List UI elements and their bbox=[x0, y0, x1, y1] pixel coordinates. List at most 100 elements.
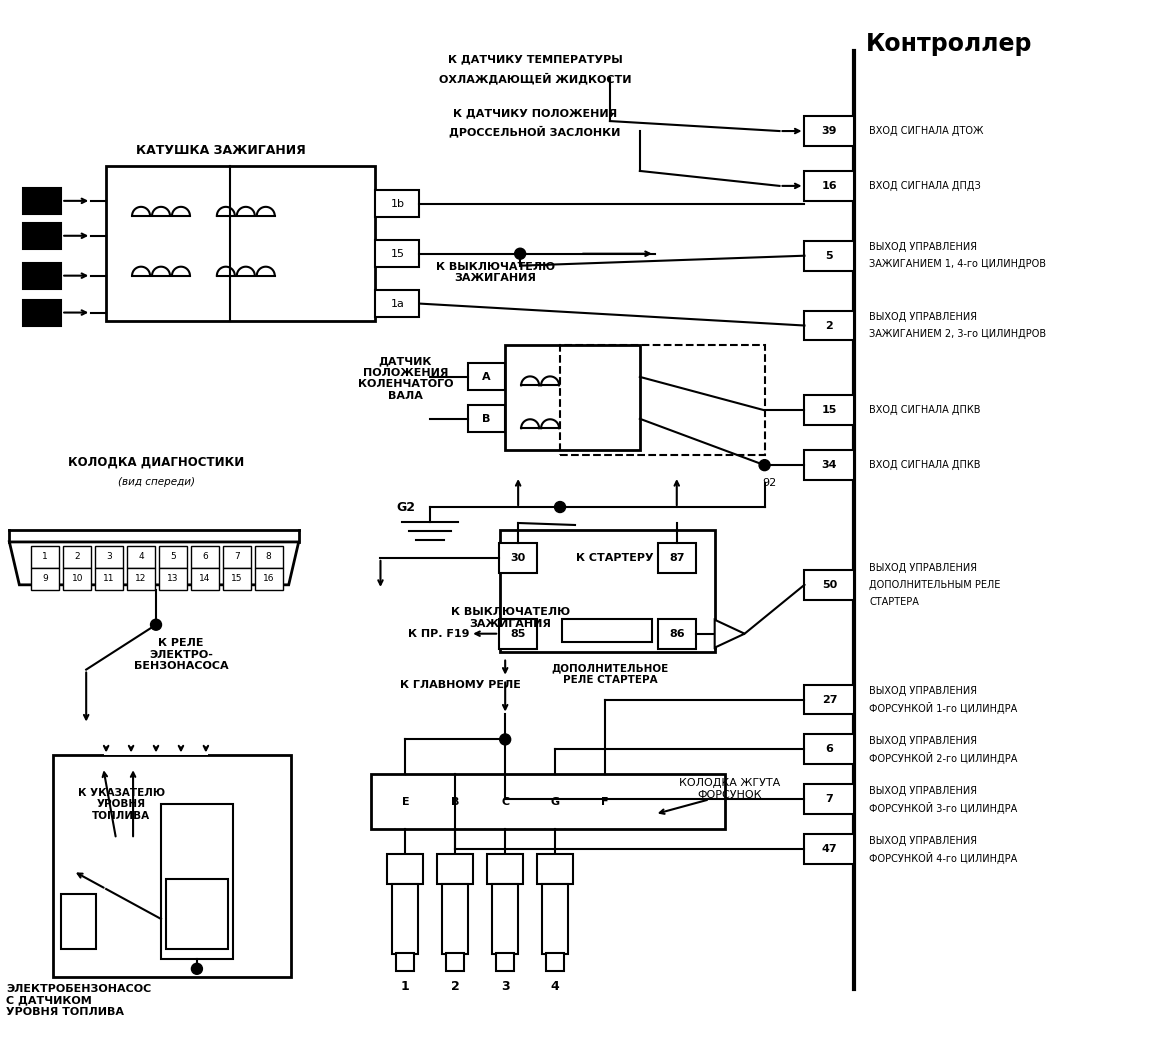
Bar bbox=[23, 300, 61, 326]
Text: ЗАЖИГАНИЕМ 2, 3-го ЦИЛИНДРОВ: ЗАЖИГАНИЕМ 2, 3-го ЦИЛИНДРОВ bbox=[869, 329, 1046, 339]
Text: 6: 6 bbox=[826, 745, 833, 754]
Text: 1: 1 bbox=[43, 552, 49, 562]
Text: ДАТЧИК
ПОЛОЖЕНИЯ
КОЛЕНЧАТОГО
ВАЛА: ДАТЧИК ПОЛОЖЕНИЯ КОЛЕНЧАТОГО ВАЛА bbox=[357, 356, 454, 400]
Text: 4: 4 bbox=[138, 552, 144, 562]
Text: 1: 1 bbox=[401, 981, 409, 993]
Text: A: A bbox=[481, 372, 491, 382]
Text: К УКАЗАТЕЛЮ
УРОВНЯ
ТОПЛИВА: К УКАЗАТЕЛЮ УРОВНЯ ТОПЛИВА bbox=[78, 787, 165, 821]
Text: 15: 15 bbox=[231, 574, 242, 583]
Text: СТАРТЕРА: СТАРТЕРА bbox=[869, 597, 919, 606]
Text: 15: 15 bbox=[821, 406, 838, 415]
Bar bbox=[23, 223, 61, 249]
Bar bbox=[546, 953, 564, 970]
Text: B: B bbox=[451, 797, 459, 807]
Bar bbox=[397, 953, 414, 970]
Text: 2: 2 bbox=[74, 552, 80, 562]
Text: 15: 15 bbox=[391, 249, 405, 259]
Text: 2: 2 bbox=[826, 320, 833, 331]
Text: G2: G2 bbox=[396, 500, 415, 514]
Bar bbox=[500, 530, 715, 652]
Text: ФОРСУНКОЙ 1-го ЦИЛИНДРА: ФОРСУНКОЙ 1-го ЦИЛИНДРА bbox=[869, 702, 1017, 714]
Bar bbox=[447, 953, 464, 970]
Text: 10: 10 bbox=[72, 574, 84, 583]
Text: ЭЛЕКТРОБЕНЗОНАСОС
С ДАТЧИКОМ
УРОВНЯ ТОПЛИВА: ЭЛЕКТРОБЕНЗОНАСОС С ДАТЧИКОМ УРОВНЯ ТОПЛ… bbox=[6, 984, 152, 1017]
Bar bbox=[376, 240, 420, 266]
Bar bbox=[159, 568, 187, 590]
Text: (вид спереди): (вид спереди) bbox=[117, 477, 195, 487]
Text: ВЫХОД УПРАВЛЕНИЯ: ВЫХОД УПРАВЛЕНИЯ bbox=[869, 563, 978, 573]
Text: ДРОССЕЛЬНОЙ ЗАСЛОНКИ: ДРОССЕЛЬНОЙ ЗАСЛОНКИ bbox=[449, 125, 621, 137]
Bar bbox=[469, 363, 505, 390]
Text: К ДАТЧИКУ ТЕМПЕРАТУРЫ: К ДАТЧИКУ ТЕМПЕРАТУРЫ bbox=[448, 54, 623, 64]
Text: К ВЫКЛЮЧАТЕЛЮ
ЗАЖИГАНИЯ: К ВЫКЛЮЧАТЕЛЮ ЗАЖИГАНИЯ bbox=[436, 262, 554, 284]
Bar bbox=[106, 166, 376, 320]
Bar bbox=[104, 740, 208, 755]
Bar bbox=[658, 543, 696, 573]
Text: ВХОД СИГНАЛА ДТОЖ: ВХОД СИГНАЛА ДТОЖ bbox=[869, 126, 984, 136]
Text: 34: 34 bbox=[821, 460, 838, 470]
Text: 27: 27 bbox=[821, 695, 838, 704]
Bar bbox=[191, 546, 219, 568]
Circle shape bbox=[515, 249, 525, 259]
Text: 50: 50 bbox=[821, 580, 838, 590]
Bar bbox=[537, 854, 573, 884]
Bar bbox=[159, 546, 187, 568]
Text: 16: 16 bbox=[821, 181, 838, 191]
Bar bbox=[376, 190, 420, 216]
Text: G: G bbox=[551, 797, 559, 807]
Bar bbox=[496, 953, 514, 970]
Bar bbox=[23, 188, 61, 214]
Bar bbox=[392, 884, 419, 954]
Bar bbox=[805, 784, 855, 814]
Text: ВЫХОД УПРАВЛЕНИЯ: ВЫХОД УПРАВЛЕНИЯ bbox=[869, 242, 978, 253]
Bar bbox=[370, 775, 725, 829]
Text: 3: 3 bbox=[501, 981, 509, 993]
Text: 9: 9 bbox=[43, 574, 49, 583]
Bar bbox=[442, 884, 469, 954]
Text: 47: 47 bbox=[821, 844, 838, 854]
Text: 85: 85 bbox=[510, 629, 525, 639]
Bar bbox=[166, 879, 227, 948]
Text: 30: 30 bbox=[510, 553, 525, 563]
Text: 12: 12 bbox=[136, 574, 147, 583]
Text: 4: 4 bbox=[551, 981, 559, 993]
Text: 14: 14 bbox=[200, 574, 211, 583]
Text: ВЫХОД УПРАВЛЕНИЯ: ВЫХОД УПРАВЛЕНИЯ bbox=[869, 835, 978, 846]
Text: 3: 3 bbox=[107, 552, 113, 562]
Text: 16: 16 bbox=[263, 574, 275, 583]
Bar bbox=[64, 568, 92, 590]
Bar bbox=[805, 570, 855, 600]
Bar bbox=[805, 734, 855, 764]
Text: 39: 39 bbox=[821, 126, 838, 136]
Text: 92: 92 bbox=[762, 478, 777, 488]
Bar bbox=[487, 854, 523, 884]
Bar bbox=[505, 345, 640, 450]
Bar bbox=[61, 894, 96, 948]
Circle shape bbox=[759, 460, 770, 471]
Text: ФОРСУНКОЙ 4-го ЦИЛИНДРА: ФОРСУНКОЙ 4-го ЦИЛИНДРА bbox=[869, 852, 1017, 863]
Text: ОХЛАЖДАЮЩЕЙ ЖИДКОСТИ: ОХЛАЖДАЮЩЕЙ ЖИДКОСТИ bbox=[438, 73, 631, 84]
Bar bbox=[255, 546, 283, 568]
Bar bbox=[805, 684, 855, 714]
Text: 5: 5 bbox=[826, 251, 833, 261]
Text: 2: 2 bbox=[451, 981, 459, 993]
Circle shape bbox=[151, 619, 161, 630]
Bar bbox=[23, 263, 61, 289]
Bar bbox=[805, 171, 855, 201]
Text: ВХОД СИГНАЛА ДПДЗ: ВХОД СИГНАЛА ДПДЗ bbox=[869, 181, 981, 191]
Text: 13: 13 bbox=[167, 574, 179, 583]
Text: 86: 86 bbox=[669, 629, 684, 639]
Circle shape bbox=[554, 501, 566, 513]
Bar bbox=[31, 546, 59, 568]
Bar bbox=[223, 546, 251, 568]
Text: К РЕЛЕ
ЭЛЕКТРО-
БЕНЗОНАСОСА: К РЕЛЕ ЭЛЕКТРО- БЕНЗОНАСОСА bbox=[133, 638, 229, 671]
Text: 1b: 1b bbox=[391, 199, 405, 209]
Text: C: C bbox=[501, 797, 509, 807]
Text: ВЫХОД УПРАВЛЕНИЯ: ВЫХОД УПРАВЛЕНИЯ bbox=[869, 686, 978, 696]
Bar bbox=[31, 568, 59, 590]
Text: К ПР. F19: К ПР. F19 bbox=[407, 629, 469, 639]
Text: К ДАТЧИКУ ПОЛОЖЕНИЯ: К ДАТЧИКУ ПОЛОЖЕНИЯ bbox=[454, 108, 617, 119]
Text: ВХОД СИГНАЛА ДПКВ: ВХОД СИГНАЛА ДПКВ bbox=[869, 406, 981, 415]
Bar bbox=[191, 568, 219, 590]
Bar bbox=[499, 619, 537, 649]
